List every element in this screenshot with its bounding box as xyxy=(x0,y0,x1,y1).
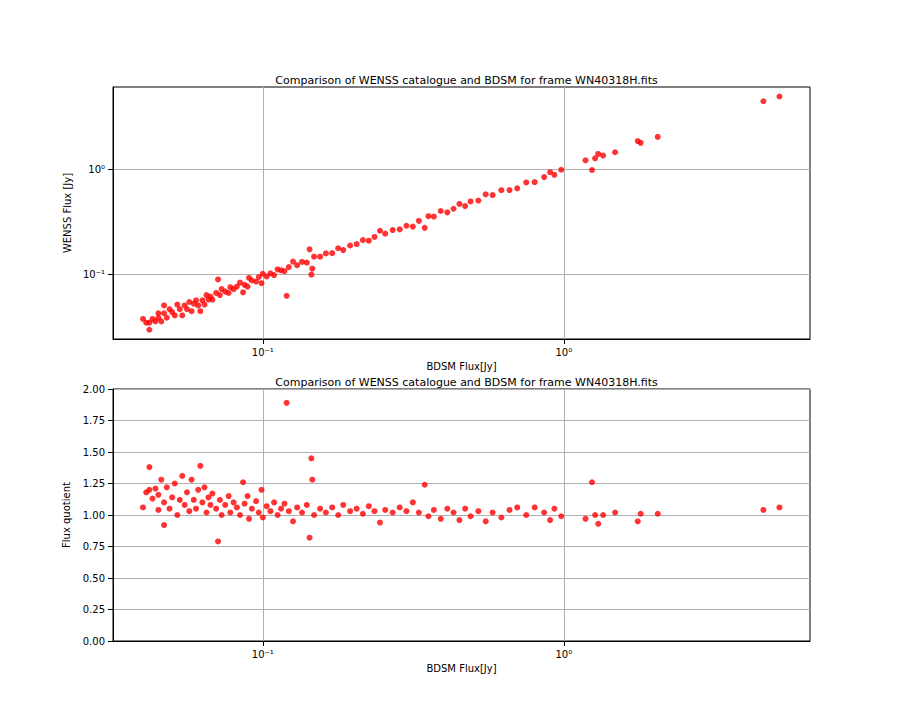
svg-text:10⁰: 10⁰ xyxy=(88,164,105,175)
svg-text:1.25: 1.25 xyxy=(83,478,105,489)
svg-text:BDSM Flux[Jy]: BDSM Flux[Jy] xyxy=(426,663,496,674)
svg-text:Comparison of WENSS catalogue: Comparison of WENSS catalogue and BDSM f… xyxy=(275,376,658,389)
svg-text:2.00: 2.00 xyxy=(83,384,105,395)
svg-text:0.25: 0.25 xyxy=(83,604,105,615)
svg-text:1.00: 1.00 xyxy=(83,510,105,521)
svg-text:0.75: 0.75 xyxy=(83,541,105,552)
svg-text:1.50: 1.50 xyxy=(83,447,105,458)
svg-text:10⁻¹: 10⁻¹ xyxy=(252,649,274,660)
svg-text:10⁰: 10⁰ xyxy=(555,649,572,660)
svg-text:BDSM Flux[Jy]: BDSM Flux[Jy] xyxy=(426,361,496,372)
svg-text:10⁻¹: 10⁻¹ xyxy=(83,269,105,280)
svg-text:10⁰: 10⁰ xyxy=(555,347,572,358)
svg-text:Comparison of WENSS catalogue: Comparison of WENSS catalogue and BDSM f… xyxy=(275,74,658,87)
svg-text:WENSS Flux [Jy]: WENSS Flux [Jy] xyxy=(62,173,73,253)
svg-text:0.00: 0.00 xyxy=(83,636,105,647)
svg-text:10⁻¹: 10⁻¹ xyxy=(252,347,274,358)
svg-text:1.75: 1.75 xyxy=(83,415,105,426)
svg-text:0.50: 0.50 xyxy=(83,573,105,584)
svg-text:Flux quotient: Flux quotient xyxy=(61,482,72,548)
